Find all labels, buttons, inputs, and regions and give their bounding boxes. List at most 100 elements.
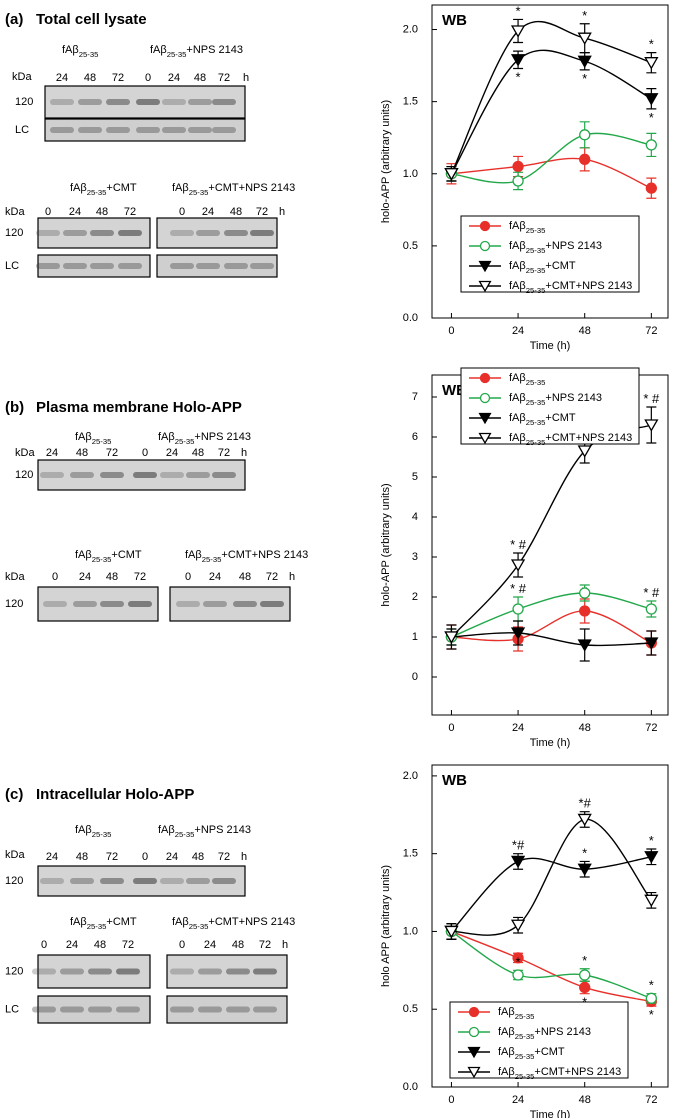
blot-band — [196, 263, 220, 269]
marker — [510, 919, 526, 933]
y-tick-label: 0.0 — [403, 1081, 418, 1093]
marker — [577, 639, 592, 652]
series-line — [451, 157, 652, 189]
lane-label: 0 — [142, 447, 148, 459]
blot-band — [212, 472, 236, 478]
blot-band — [50, 127, 74, 133]
legend-marker — [468, 1006, 480, 1018]
marker — [510, 25, 526, 38]
lane-label: 24 — [56, 72, 68, 84]
marker — [577, 863, 592, 877]
x-tick-label: 0 — [448, 1094, 454, 1106]
y-tick-label: 1 — [412, 631, 418, 643]
annotation: * — [649, 37, 654, 52]
blot-band — [250, 263, 274, 269]
lane-label: 24 — [79, 571, 91, 583]
lane-label: h — [282, 939, 288, 951]
legend-marker — [479, 372, 491, 384]
y-axis-label: holo-APP (arbitrary units) — [380, 100, 392, 223]
lane-label: 48 — [194, 72, 206, 84]
annotation: * — [516, 955, 521, 970]
panel-title: Plasma membrane Holo-APP — [36, 399, 242, 416]
blot-image — [37, 995, 151, 1024]
marker — [512, 175, 524, 187]
blot-header: fAβ25-35+CMT+NPS 2143 — [172, 916, 295, 931]
annotation: * — [516, 4, 521, 19]
lane-label: 72 — [106, 447, 118, 459]
blot-band — [233, 601, 257, 607]
row-label: LC — [5, 1003, 19, 1015]
blot-band — [70, 878, 94, 884]
series-line — [451, 930, 652, 999]
blot-band — [253, 1006, 277, 1013]
y-tick-label: 3 — [412, 551, 418, 563]
marker — [645, 182, 657, 194]
x-tick-label: 24 — [512, 722, 524, 734]
annotation: * # — [510, 581, 527, 596]
annotation: * # — [643, 391, 660, 406]
y-tick-label: 2.0 — [403, 23, 418, 35]
lane-label: 72 — [112, 72, 124, 84]
lane-label: 0 — [145, 72, 151, 84]
blot-band — [198, 1006, 222, 1013]
legend-label: fAβ25-35+CMT — [509, 412, 576, 427]
blot-band — [60, 968, 84, 975]
legend-marker — [467, 1066, 481, 1079]
y-tick-label: 6 — [412, 431, 418, 443]
lane-label: 24 — [166, 851, 178, 863]
series-line — [450, 49, 652, 175]
blot-header: fAβ25-35+CMT — [75, 549, 142, 564]
lane-label: 24 — [204, 939, 216, 951]
series-line — [450, 20, 652, 175]
legend-label: fAβ25-35 — [509, 372, 545, 387]
lane-label: 48 — [76, 447, 88, 459]
lane-label: h — [289, 571, 295, 583]
marker — [644, 894, 659, 908]
blot-header: fAβ25-35+CMT — [70, 182, 137, 197]
marker — [510, 627, 526, 640]
legend-label: fAβ25-35 — [509, 220, 545, 235]
lane-label: 24 — [46, 447, 58, 459]
blot-band — [73, 601, 97, 607]
blot-band — [170, 1006, 194, 1013]
blot-band — [78, 127, 102, 133]
x-axis-label: Time (h) — [530, 1109, 571, 1118]
blot-band — [100, 878, 124, 884]
blot-band — [170, 230, 194, 236]
blot-band — [133, 878, 157, 884]
kda-label: kDa — [12, 71, 32, 83]
lane-label: 72 — [124, 206, 136, 218]
blot-band — [32, 968, 56, 975]
lane-label: 24 — [46, 851, 58, 863]
legend-marker — [468, 1026, 480, 1038]
lane-label: 48 — [84, 72, 96, 84]
series-line — [451, 930, 652, 1003]
blot-band — [40, 472, 64, 478]
annotation: * — [649, 1008, 654, 1023]
blot-band — [88, 1006, 112, 1013]
blot-image — [37, 254, 151, 278]
lane-label: 72 — [259, 939, 271, 951]
marker — [577, 55, 592, 69]
x-axis-label: Time (h) — [530, 340, 571, 352]
blot-band — [118, 263, 142, 269]
row-label: LC — [5, 260, 19, 272]
kda-label: kDa — [15, 447, 35, 459]
legend-marker — [479, 240, 491, 252]
blot-band — [224, 230, 248, 236]
series-line — [450, 424, 652, 638]
legend-label: fAβ25-35+CMT+NPS 2143 — [509, 432, 632, 447]
annotation: * — [649, 978, 654, 993]
lane-label: 72 — [218, 72, 230, 84]
row-label: 120 — [5, 875, 23, 887]
blot-band — [128, 601, 152, 607]
marker — [510, 559, 526, 572]
line-chart: WB 0.0 0.5 1.0 1.5 2.0 0 24 48 72 Time (h) holo-APP… — [380, 4, 669, 352]
x-tick-label: 0 — [448, 722, 454, 734]
legend-box — [449, 1001, 629, 1079]
y-tick-label: 2 — [412, 591, 418, 603]
lane-label: 24 — [66, 939, 78, 951]
y-tick-label: 1.5 — [403, 848, 418, 860]
